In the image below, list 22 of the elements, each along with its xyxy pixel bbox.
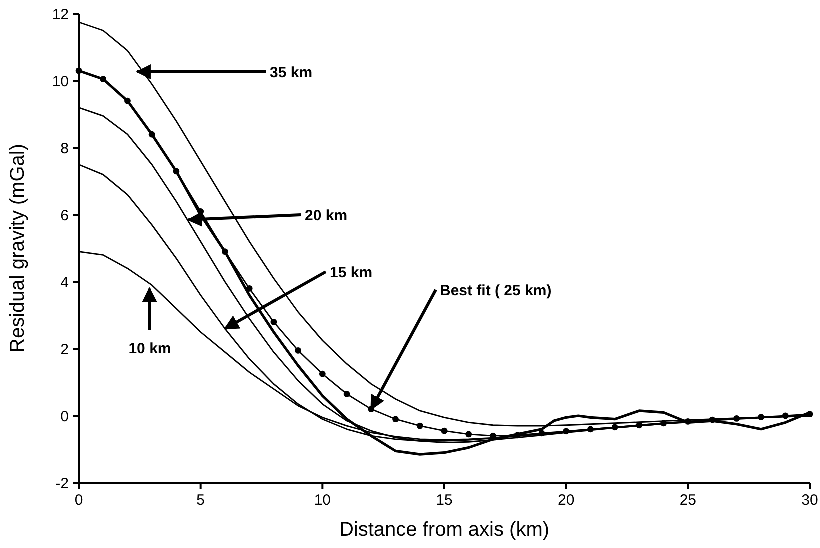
- y-tick-label: 10: [52, 73, 69, 90]
- annotation: 35 km: [270, 64, 313, 82]
- x-tick-label: 25: [680, 492, 697, 509]
- y-tick-label: 8: [60, 140, 69, 158]
- y-tick-label: 6: [60, 207, 69, 224]
- y-tick-label: 4: [60, 274, 69, 292]
- annotation: Best fit ( 25 km): [440, 282, 552, 300]
- x-tick-label: 10: [314, 492, 332, 509]
- y-tick-label: 0: [60, 408, 69, 426]
- x-tick-label: 0: [74, 492, 84, 509]
- x-tick-label: 15: [436, 492, 453, 509]
- annotation: 15 km: [330, 264, 373, 282]
- annotation: 20 km: [305, 207, 348, 224]
- x-axis-title: Distance from axis (km): [339, 519, 550, 541]
- annotation: 10 km: [128, 340, 172, 358]
- y-tick-label: 12: [52, 6, 69, 24]
- x-tick-label: 5: [196, 492, 206, 509]
- y-tick-label: 2: [60, 341, 69, 358]
- x-tick-label: 20: [558, 492, 575, 509]
- y-tick-label: -2: [56, 475, 69, 492]
- x-tick-label: 30: [802, 492, 818, 509]
- y-axis-title: Residual gravity (mGal): [7, 144, 29, 353]
